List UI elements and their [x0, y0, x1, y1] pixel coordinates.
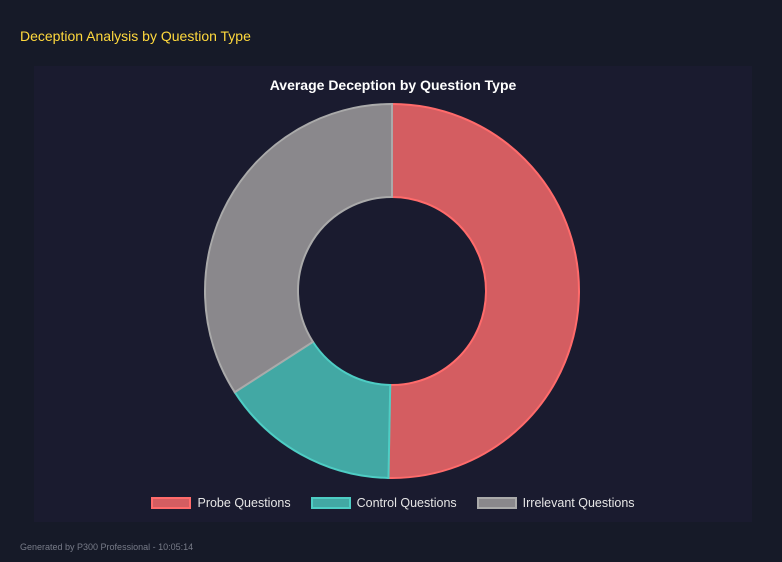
- legend-label: Probe Questions: [197, 496, 291, 510]
- legend-item[interactable]: Irrelevant Questions: [476, 496, 635, 510]
- chart-legend: Probe Questions Control Questions Irreleva…: [34, 496, 752, 510]
- legend-swatch: [310, 497, 351, 509]
- legend-label: Control Questions: [356, 496, 457, 510]
- footer-text: Generated by P300 Professional - 10:05:1…: [20, 542, 194, 552]
- page-heading: Deception Analysis by Question Type: [20, 28, 251, 44]
- legend-item[interactable]: Probe Questions: [151, 496, 291, 510]
- donut-slice-probe-questions[interactable]: [387, 102, 580, 479]
- donut-slice-irrelevant-questions[interactable]: [204, 102, 393, 394]
- legend-label: Irrelevant Questions: [522, 496, 635, 510]
- chart-title: Average Deception by Question Type: [269, 77, 517, 93]
- legend-item[interactable]: Control Questions: [310, 496, 457, 510]
- donut-slice-control-questions[interactable]: [233, 340, 392, 479]
- donut-chart: [204, 102, 580, 479]
- chart-card: Average Deception by Question Type Probe…: [34, 66, 752, 522]
- legend-swatch: [151, 497, 192, 509]
- legend-swatch: [476, 497, 517, 509]
